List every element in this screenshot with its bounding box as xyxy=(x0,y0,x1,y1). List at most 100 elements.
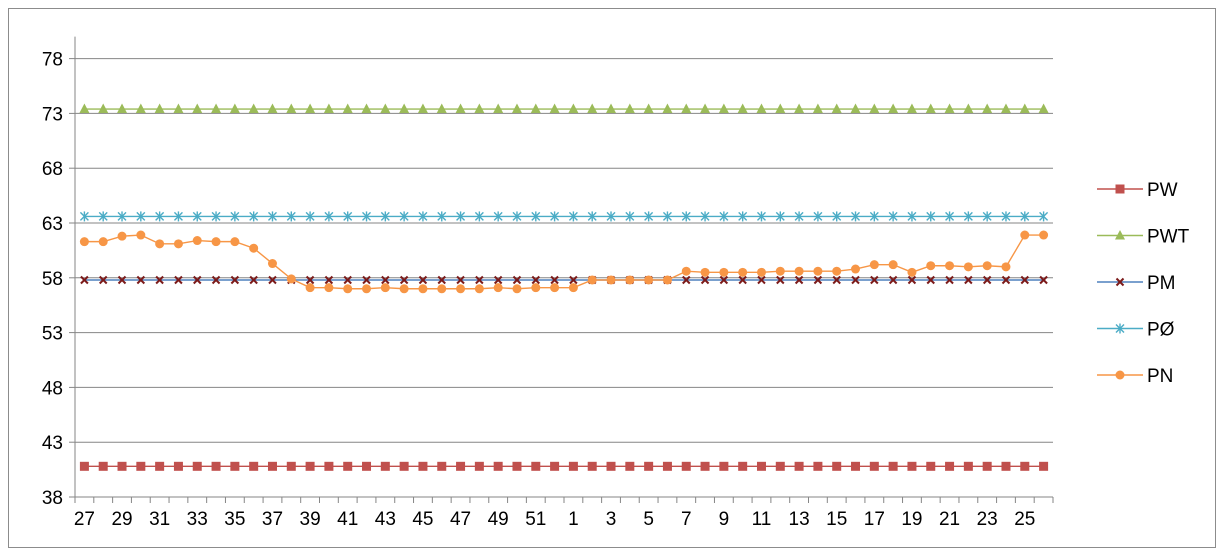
data-point xyxy=(417,103,428,114)
data-point xyxy=(98,103,109,114)
data-point xyxy=(380,461,390,471)
data-point xyxy=(79,237,89,247)
data-point xyxy=(512,211,522,222)
data-point xyxy=(775,461,785,471)
series-group xyxy=(79,103,1049,471)
data-point xyxy=(625,275,635,285)
marker-stroke xyxy=(738,275,747,285)
x-tick-label: 21 xyxy=(939,509,960,530)
data-point xyxy=(757,275,766,285)
data-point xyxy=(324,211,334,222)
data-point xyxy=(719,267,729,277)
marker-stroke xyxy=(324,275,334,285)
data-point xyxy=(437,461,447,471)
data-point xyxy=(475,275,484,285)
data-point xyxy=(813,266,823,276)
y-tick-label: 63 xyxy=(42,214,63,235)
data-point xyxy=(832,461,842,471)
marker-stroke xyxy=(776,275,785,285)
data-point xyxy=(98,237,108,247)
data-point xyxy=(851,211,861,222)
data-point xyxy=(437,275,446,285)
series-line xyxy=(84,234,1044,290)
data-point xyxy=(456,284,466,294)
legend-marker xyxy=(1115,230,1125,240)
y-tick-label: 38 xyxy=(42,488,63,509)
data-point xyxy=(907,211,917,222)
series-pn xyxy=(79,230,1049,294)
x-tick-label: 43 xyxy=(375,509,396,530)
data-point xyxy=(174,275,183,285)
marker-stroke xyxy=(399,275,409,285)
data-point xyxy=(1020,275,1029,285)
x-tick-label: 41 xyxy=(337,509,358,530)
marker-stroke xyxy=(964,275,973,285)
x-axis-tick-labels: 27 29 31 33 35 37 39 41 43 45 47 49 51 1 3 5 7 9 11 13 15 17 1… xyxy=(74,509,1036,530)
data-point xyxy=(192,103,203,114)
marker-stroke xyxy=(268,275,277,285)
data-point xyxy=(549,103,560,114)
data-point xyxy=(569,275,578,285)
legend-marker xyxy=(1115,184,1125,194)
marker-stroke xyxy=(362,275,371,285)
data-point xyxy=(850,103,861,114)
data-point xyxy=(361,103,372,114)
data-point xyxy=(249,461,259,471)
marker-stroke xyxy=(174,275,183,285)
data-point xyxy=(173,239,183,249)
x-tick-label: 29 xyxy=(111,509,132,530)
data-point xyxy=(493,211,503,222)
data-point xyxy=(964,275,973,285)
data-point xyxy=(963,461,973,471)
data-point xyxy=(1019,103,1030,114)
data-point xyxy=(136,275,146,285)
data-point xyxy=(963,262,973,272)
data-point xyxy=(926,275,935,285)
data-point xyxy=(79,211,89,222)
legend-marker xyxy=(1115,277,1125,287)
data-point xyxy=(211,211,221,222)
data-point xyxy=(776,275,785,285)
data-point xyxy=(249,211,259,222)
data-point xyxy=(888,461,898,471)
x-tick-label: 39 xyxy=(300,509,321,530)
data-point xyxy=(117,231,127,241)
marker-stroke xyxy=(1115,277,1125,287)
marker-stroke xyxy=(907,275,917,285)
data-point xyxy=(286,461,296,471)
data-point xyxy=(362,284,372,294)
data-point xyxy=(851,461,861,471)
data-point xyxy=(79,103,90,114)
x-tick-label: 51 xyxy=(525,509,546,530)
legend-label: PN xyxy=(1147,366,1173,387)
data-point xyxy=(587,103,598,114)
marker-stroke xyxy=(794,275,804,285)
marker-stroke xyxy=(493,275,503,285)
data-point xyxy=(474,103,485,114)
data-point xyxy=(80,275,89,285)
marker-stroke xyxy=(531,275,540,285)
data-point xyxy=(474,461,484,471)
data-point xyxy=(117,103,128,114)
data-point xyxy=(229,103,240,114)
data-point xyxy=(869,260,879,270)
data-point xyxy=(211,103,222,114)
data-point xyxy=(343,275,352,285)
marker-stroke xyxy=(926,275,935,285)
data-point xyxy=(606,275,616,285)
data-point xyxy=(906,103,917,114)
data-point xyxy=(286,211,296,222)
legend-item-pwt: PWT xyxy=(1097,227,1190,248)
data-point xyxy=(644,461,654,471)
marker-stroke xyxy=(851,275,860,285)
data-point xyxy=(136,211,146,222)
data-point xyxy=(305,461,315,471)
data-point xyxy=(286,103,297,114)
data-point xyxy=(474,284,484,294)
data-point xyxy=(531,461,541,471)
marker-stroke xyxy=(1020,275,1029,285)
y-tick-label: 58 xyxy=(42,269,63,290)
data-point xyxy=(907,461,917,471)
data-point xyxy=(775,211,785,222)
data-point xyxy=(907,275,917,285)
